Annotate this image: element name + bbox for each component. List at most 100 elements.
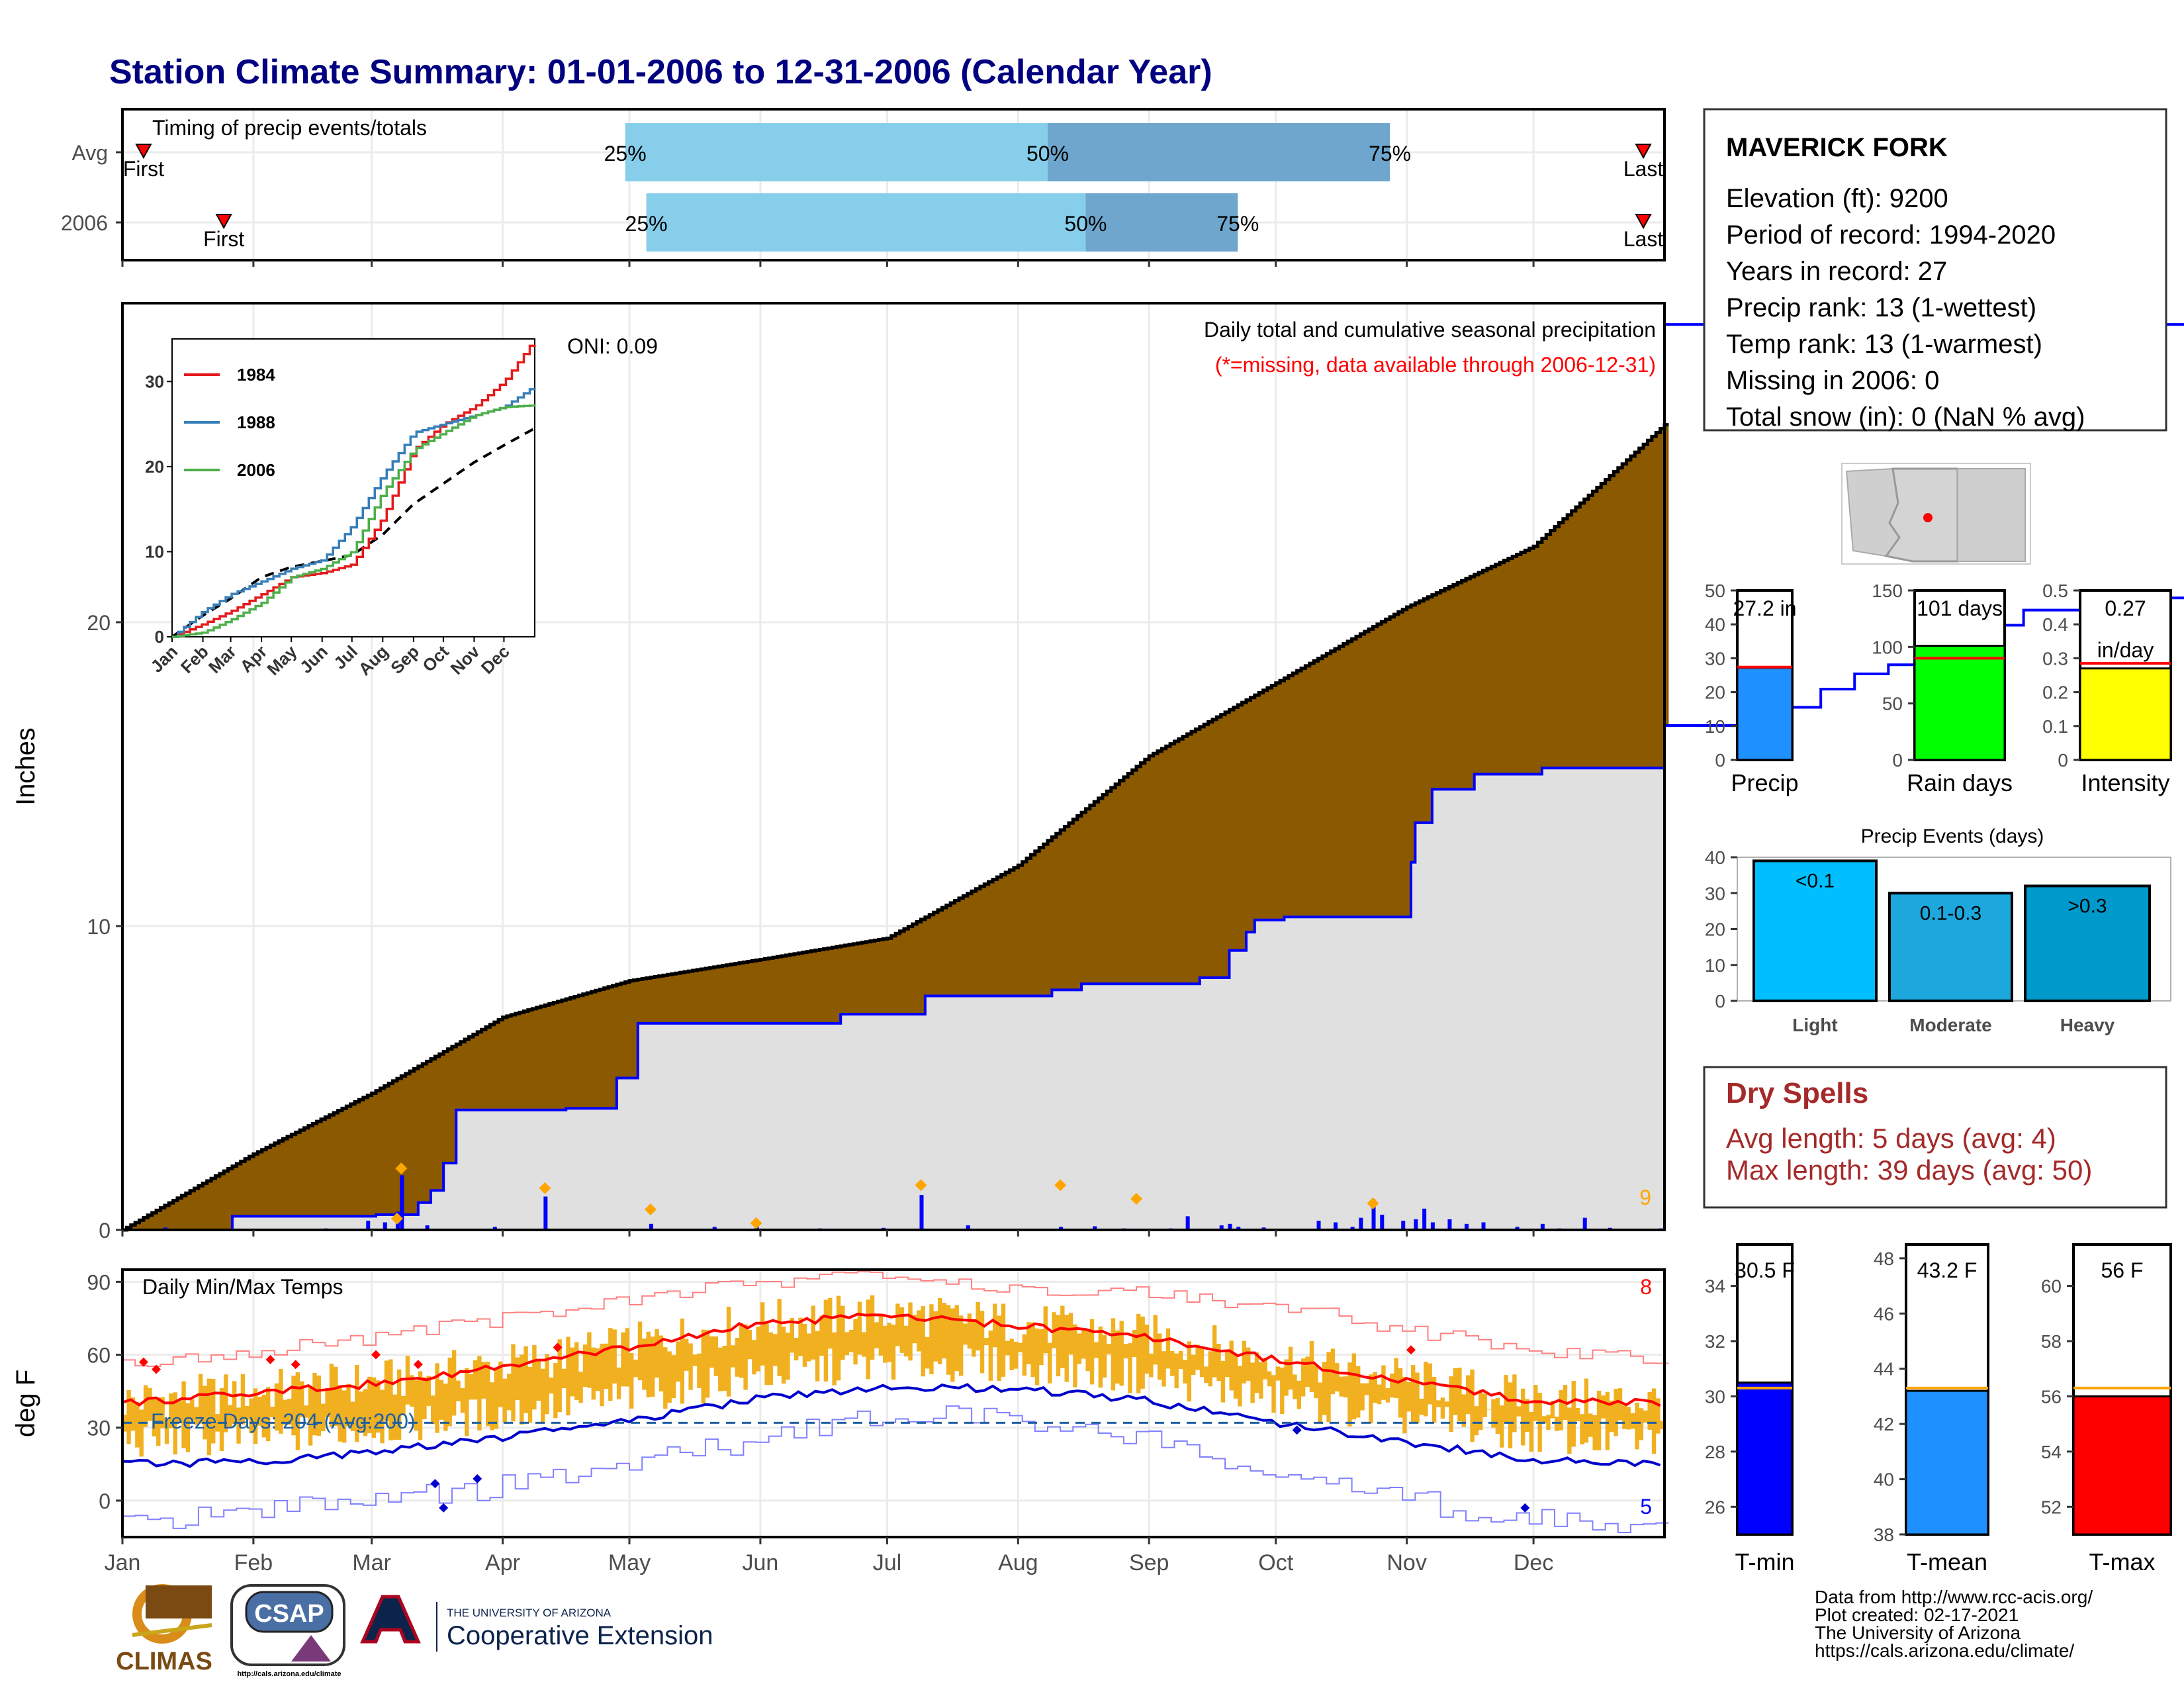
inset-series-line <box>172 344 536 638</box>
csap-logo-mountain <box>291 1635 331 1662</box>
daily-precip-bar <box>1515 1227 1520 1230</box>
tmini-value-label: 43.2 F <box>1917 1258 1978 1282</box>
timing-last-marker <box>1635 214 1652 230</box>
record-high-marker <box>152 1364 161 1374</box>
event-bar-label: >0.3 <box>2068 895 2107 917</box>
tmini-ytick-label: 52 <box>2041 1497 2062 1517</box>
timing-last-marker <box>1635 144 1652 160</box>
precip-ytick-label: 0 <box>99 1219 111 1243</box>
mini-ytick-label: 50 <box>1882 694 1903 714</box>
precip-frame <box>121 302 1666 1231</box>
temp-ytick-label: 30 <box>87 1417 111 1440</box>
mini-ytick-label: 100 <box>1872 637 1903 657</box>
record-low-marker <box>439 1503 449 1513</box>
precip-ylabel: Inches <box>11 727 40 806</box>
mini-name: Precip <box>1731 769 1798 796</box>
timing-pct-label: 50% <box>1064 212 1107 236</box>
inset-ytick-label: 30 <box>145 371 164 391</box>
dry-spells-box: Dry Spells Avg length: 5 days (avg: 4)Max… <box>1703 1066 2167 1209</box>
daily-precip-bar <box>1236 1227 1241 1230</box>
inset-series-line <box>172 404 536 638</box>
climas-logo-text: CLIMAS <box>116 1648 212 1675</box>
month-label: May <box>608 1550 651 1575</box>
record-low-marker <box>473 1474 482 1483</box>
map-state-az <box>1884 467 1959 563</box>
mini-value-label: 27.2 in <box>1733 596 1796 620</box>
event-category: Light <box>1792 1015 1837 1035</box>
record-min-line <box>122 1405 1669 1533</box>
station-info-line: Period of record: 1994-2020 <box>1726 220 2056 250</box>
info-box-frame <box>1703 108 2167 432</box>
precip-ytick-label: 20 <box>87 611 111 635</box>
daily-precip-bar <box>1350 1227 1355 1230</box>
avg-min-line <box>122 1383 1661 1468</box>
timing-first-label: First <box>203 227 244 251</box>
events-ytick-label: 40 <box>1705 847 1725 868</box>
mini-ytick-label: 0.2 <box>2042 682 2068 703</box>
event-marker <box>539 1182 551 1194</box>
month-label: Aug <box>998 1550 1038 1575</box>
temp-panel-label: Daily Min/Max Temps <box>142 1275 343 1299</box>
daily-precip-bar <box>425 1225 430 1230</box>
event-marker <box>1054 1179 1067 1192</box>
precip-ytick-label: 10 <box>87 915 111 939</box>
record-high-marker <box>265 1354 275 1364</box>
tmini-ytick-label: 28 <box>1705 1442 1725 1462</box>
precip-corner-count: 9 <box>1639 1186 1651 1209</box>
tmini-ytick-label: 46 <box>1874 1303 1894 1324</box>
month-label: Dec <box>1514 1550 1553 1575</box>
event-marker <box>395 1162 408 1175</box>
events-ytick-label: 20 <box>1705 919 1725 940</box>
timing-first-marker <box>215 214 232 230</box>
credit-line: The University of Arizona <box>1815 1622 2021 1643</box>
precip-events-chart: Precip Events (days) <0.1 Light 0.1-0.3 Mode… <box>1705 825 2171 1035</box>
timing-pct-label: 50% <box>1026 142 1069 165</box>
station-info-line: Missing in 2006: 0 <box>1726 366 1939 395</box>
event-bar <box>1752 859 1878 1003</box>
tmini-ytick-label: 30 <box>1705 1386 1725 1407</box>
csap-logo-text: CSAP <box>254 1600 324 1628</box>
logos: CLIMAS CSAP http://cals.arizona.edu/climat… <box>116 1584 713 1678</box>
event-marker <box>1367 1197 1379 1209</box>
record-high-marker <box>1406 1345 1416 1355</box>
freeze-days-label: Freeze Days: 204 (Avg:200) <box>151 1409 416 1433</box>
event-marker <box>644 1203 657 1216</box>
daily-precip-bar <box>1371 1199 1376 1230</box>
tmini-value-bar <box>2072 1395 2172 1536</box>
temp-ytick-label: 0 <box>99 1489 111 1513</box>
daily-precip-bar <box>1430 1222 1435 1230</box>
station-info-line: Years in record: 27 <box>1726 257 1947 286</box>
mini-value-bar <box>2079 667 2172 761</box>
mini-value-unit: in/day <box>2097 638 2154 662</box>
daily-precip-bar <box>712 1227 717 1230</box>
mini-ytick-label: 0.1 <box>2042 716 2068 737</box>
ua-logo-top-text: THE UNIVERSITY OF ARIZONA <box>447 1607 612 1619</box>
temp-frame <box>121 1268 1666 1538</box>
station-info-line: Total snow (in): 0 (NaN % avg) <box>1726 402 2085 432</box>
month-label: Feb <box>234 1550 273 1575</box>
record-high-marker <box>553 1342 563 1352</box>
precip-mini-charts: 0 10 20 30 40 50 27.2 in Precip 0 50 100 150 101 day… <box>1705 581 2172 796</box>
mini-ytick-label: 0.4 <box>2042 614 2068 635</box>
mini-ytick-label: 0.5 <box>2042 581 2068 601</box>
temp-ylabel: deg F <box>11 1370 40 1437</box>
climas-logo-stroke <box>132 1623 212 1637</box>
daily-precip-bar <box>1540 1223 1545 1230</box>
timing-frame <box>121 108 1666 261</box>
daily-precip-bar <box>400 1175 404 1230</box>
tmini-ytick-label: 60 <box>2041 1276 2062 1297</box>
month-label: Apr <box>485 1550 520 1575</box>
daily-temp-range-bars <box>122 1295 1664 1457</box>
mini-ytick-label: 0 <box>1892 750 1903 771</box>
daily-precip-bar <box>919 1195 924 1230</box>
temp-corner-top: 8 <box>1640 1275 1652 1299</box>
timing-panel-label: Timing of precip events/totals <box>152 116 427 140</box>
csap-logo-badge <box>245 1591 334 1633</box>
record-high-marker <box>371 1350 381 1360</box>
station-info-box: MAVERICK FORK Elevation (ft): 9200 Period … <box>1703 108 2167 432</box>
tmini-ytick-label: 32 <box>1705 1331 1725 1352</box>
daily-precip-bar <box>1059 1227 1064 1230</box>
climas-logo-shape <box>146 1585 212 1618</box>
record-low-marker <box>430 1479 440 1489</box>
timing-pct-label: 25% <box>604 142 647 165</box>
